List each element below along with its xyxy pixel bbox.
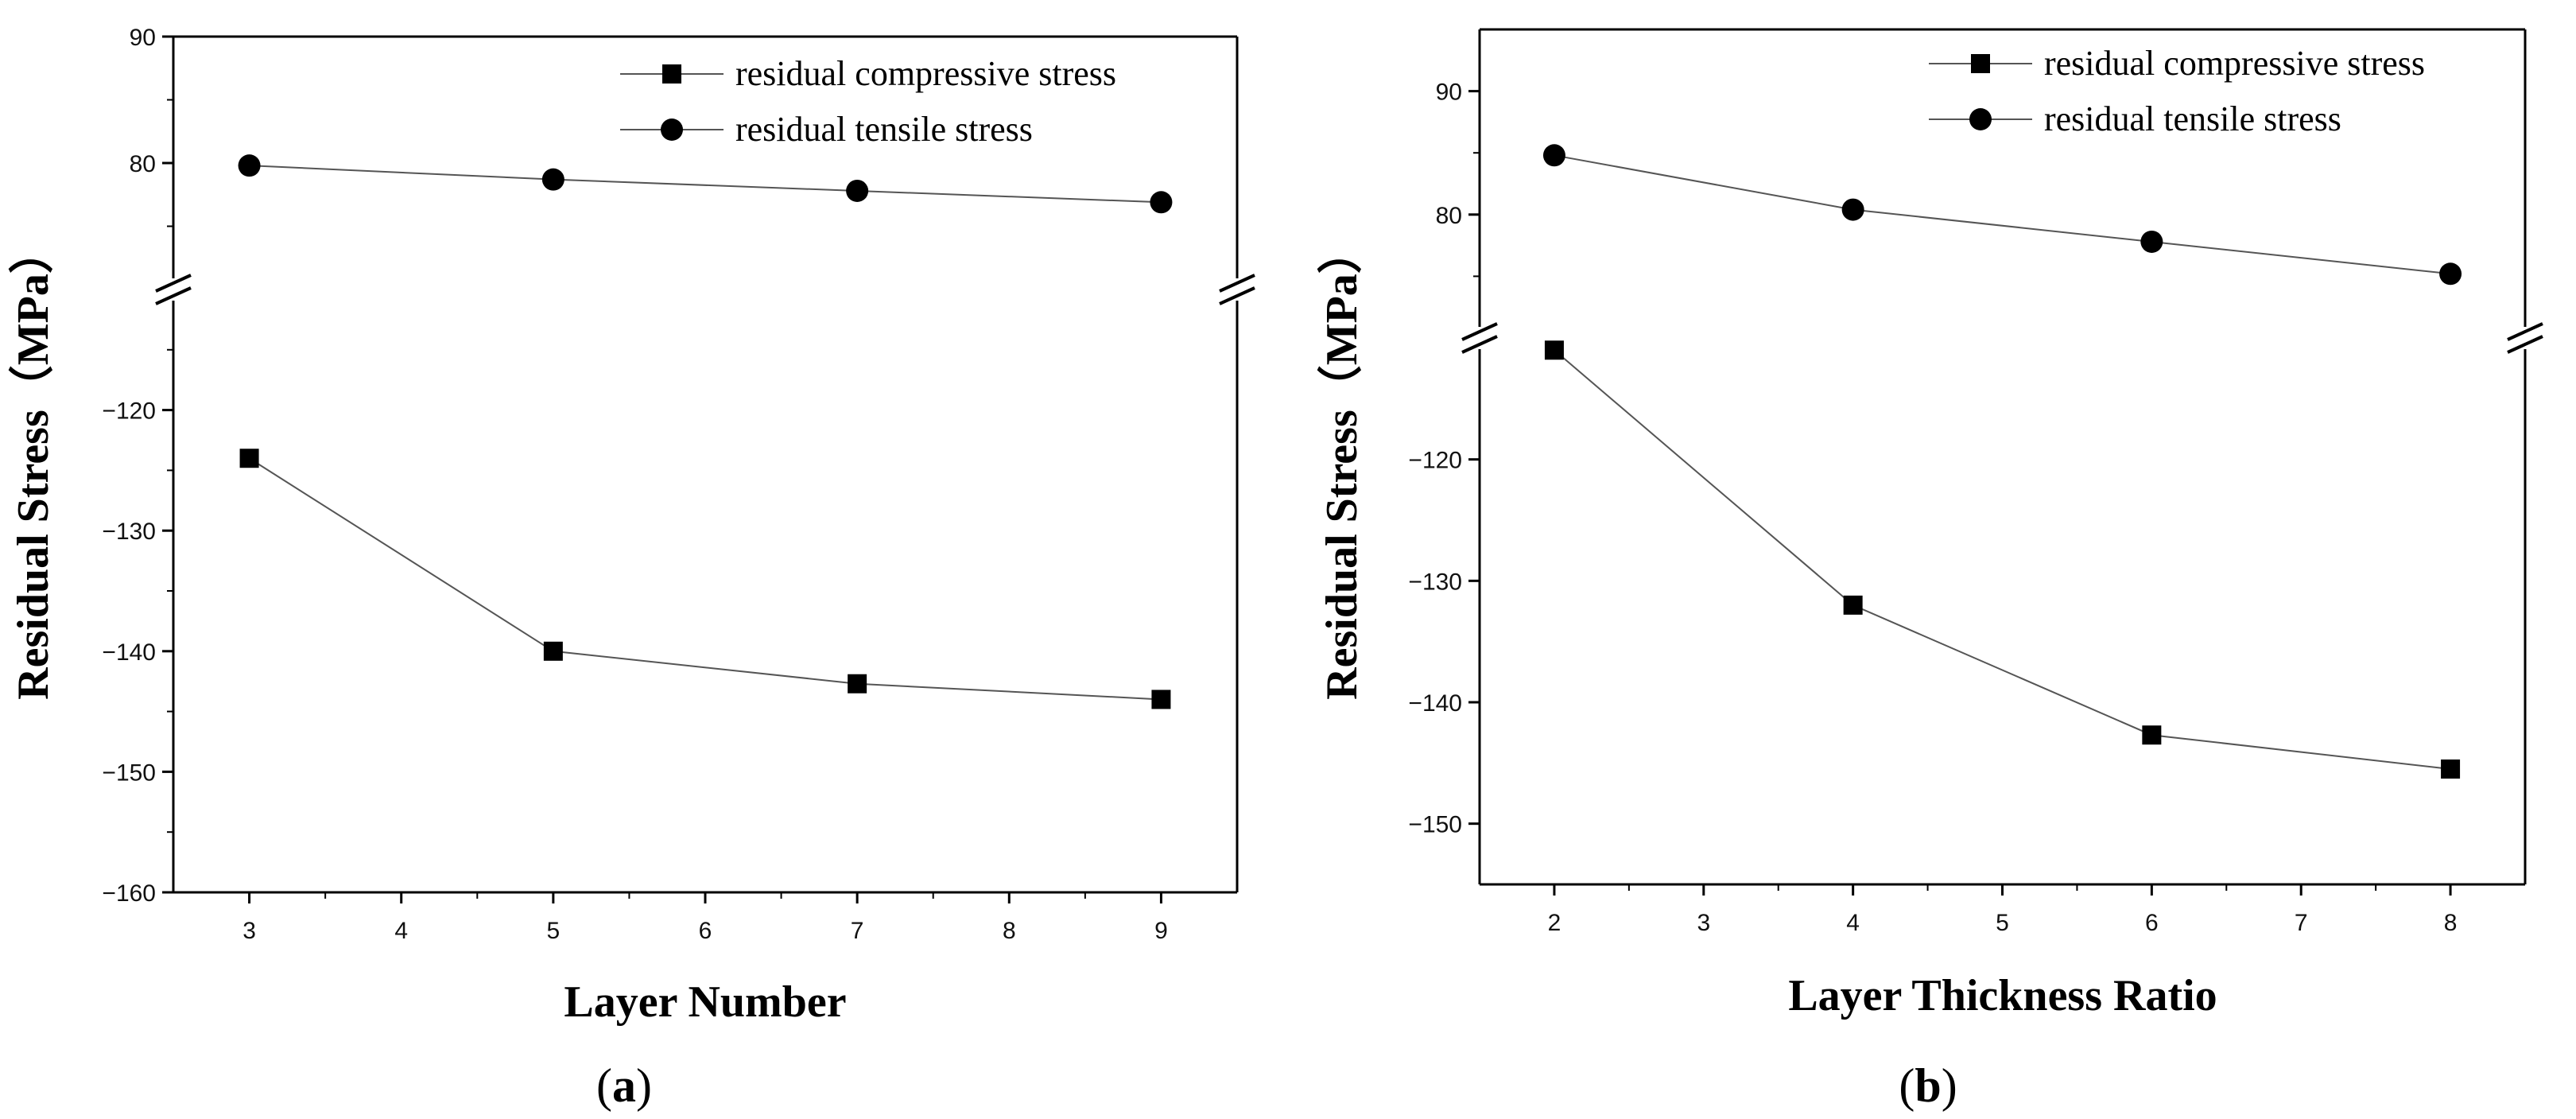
legend-marker-compressive xyxy=(1971,54,1990,73)
data-point-tensile xyxy=(2140,230,2163,253)
x-tick-label: 4 xyxy=(394,918,408,944)
y-tick-label: 90 xyxy=(1436,80,1462,106)
data-point-compressive xyxy=(543,641,563,661)
x-tick-label: 2 xyxy=(1548,910,1562,936)
y-tick-label: 90 xyxy=(130,25,156,51)
legend-label-compressive: residual compressive stress xyxy=(735,54,1116,93)
data-point-tensile xyxy=(1150,191,1173,214)
y-axis-title: Residual Stress（MPa） xyxy=(1317,229,1367,700)
data-point-tensile xyxy=(1841,198,1864,221)
x-tick-label: 8 xyxy=(2444,910,2458,936)
y-tick-label: −120 xyxy=(102,398,156,425)
axis-break-mark-right xyxy=(1219,274,1255,293)
data-point-tensile xyxy=(2439,262,2462,286)
x-tick-label: 5 xyxy=(1996,910,2009,936)
legend-marker-compressive xyxy=(662,64,681,84)
series-line-compressive xyxy=(249,457,1162,701)
x-tick-label: 6 xyxy=(2145,910,2159,936)
data-point-compressive xyxy=(1843,595,1863,615)
x-tick-label: 6 xyxy=(699,918,712,944)
axis-break-mark-left xyxy=(1461,322,1498,341)
legend-label-tensile: residual tensile stress xyxy=(735,110,1033,149)
y-tick-label: −130 xyxy=(102,519,156,545)
legend-label-compressive: residual compressive stress xyxy=(2044,44,2425,83)
data-point-tensile xyxy=(846,179,869,202)
y-tick-label: −140 xyxy=(1408,690,1462,717)
x-tick-label: 3 xyxy=(242,918,256,944)
x-tick-label: 7 xyxy=(851,918,864,944)
y-tick-label: 80 xyxy=(1436,203,1462,229)
y-tick-label: 80 xyxy=(130,151,156,177)
panel-a-chart: 3 4 5 6 7 8 9 80 90 −160 −150 −140 −130 −120 residual … xyxy=(8,25,1255,1112)
x-tick-label: 7 xyxy=(2295,910,2308,936)
y-tick-label: −130 xyxy=(1408,569,1462,595)
x-tick-label: 4 xyxy=(1846,910,1860,936)
y-tick-label: −150 xyxy=(102,760,156,786)
axis-break-mark-right xyxy=(2507,335,2543,354)
axis-break-mark-left xyxy=(155,286,192,305)
y-tick-label: −120 xyxy=(1408,448,1462,474)
data-point-compressive xyxy=(2142,725,2162,745)
series-line-tensile xyxy=(249,165,1162,204)
axis-break-mark-left xyxy=(155,274,192,293)
panel-label: (a) xyxy=(596,1059,652,1112)
x-axis-title: Layer Thickness Ratio xyxy=(1788,971,2217,1020)
x-axis-title: Layer Number xyxy=(564,977,846,1027)
x-tick-label: 5 xyxy=(547,918,561,944)
series-line-tensile xyxy=(1554,154,2451,275)
data-point-compressive xyxy=(1151,690,1171,709)
series-line-compressive xyxy=(1554,349,2451,770)
y-tick-label: −140 xyxy=(102,639,156,666)
axis-break-mark-right xyxy=(2507,322,2543,341)
axis-break-mark-right xyxy=(1219,286,1255,305)
data-point-tensile xyxy=(1542,144,1565,167)
legend-label-tensile: residual tensile stress xyxy=(2044,99,2341,138)
legend-marker-tensile xyxy=(661,119,683,141)
y-axis-title: Residual Stress（MPa） xyxy=(8,229,58,700)
data-point-compressive xyxy=(239,449,259,468)
panel-b-chart: 2 3 4 5 6 7 8 80 90 −150 −140 −130 −120 residual comp… xyxy=(1317,28,2543,1112)
x-tick-label: 9 xyxy=(1154,918,1168,944)
y-tick-label: −150 xyxy=(1408,812,1462,838)
axis-break-mark-left xyxy=(1461,335,1498,354)
x-tick-label: 8 xyxy=(1003,918,1016,944)
panel-label: (b) xyxy=(1899,1059,1957,1112)
data-point-tensile xyxy=(238,154,261,177)
y-tick-label: −160 xyxy=(102,880,156,907)
data-point-compressive xyxy=(848,674,867,694)
data-point-compressive xyxy=(2441,759,2461,779)
data-point-tensile xyxy=(541,168,564,191)
data-point-compressive xyxy=(1544,340,1564,360)
x-tick-label: 3 xyxy=(1697,910,1710,936)
legend-marker-tensile xyxy=(1969,108,1992,130)
